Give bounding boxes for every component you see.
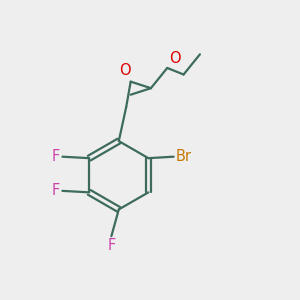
Text: F: F [52,183,60,198]
Text: Br: Br [176,149,192,164]
Text: F: F [107,238,116,253]
Text: O: O [119,63,131,78]
Text: O: O [169,52,180,67]
Text: F: F [52,149,60,164]
